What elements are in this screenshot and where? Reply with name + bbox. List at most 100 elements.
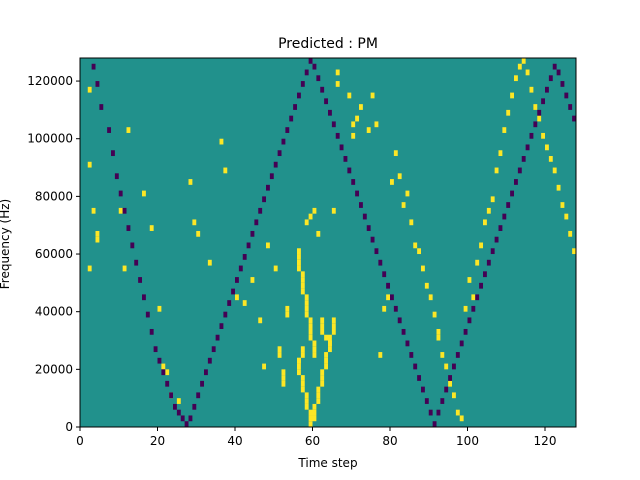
heatmap-cell-low xyxy=(176,409,181,416)
heatmap-cell-high xyxy=(471,294,476,301)
heatmap-cell-high xyxy=(258,317,263,324)
plot-frame xyxy=(79,57,577,428)
heatmap-cell-high xyxy=(444,363,449,370)
heatmap-cell-low xyxy=(335,132,340,139)
heatmap-cell-high xyxy=(552,167,557,174)
axes: 0 20 40 60 80 100 120 0 20000 40000 60000 80000 1000… xyxy=(27,57,577,448)
heatmap-cell-high xyxy=(568,230,573,237)
heatmap-cell-high xyxy=(87,86,92,93)
heatmap-cell-high xyxy=(324,363,329,370)
heatmap-cell-high xyxy=(459,415,464,422)
heatmap-cell-high xyxy=(432,311,437,318)
heatmap-cell-low xyxy=(211,346,216,353)
heatmap-cell-low xyxy=(548,75,553,82)
heatmap-cell-high xyxy=(316,398,321,404)
heatmap-cell-low xyxy=(428,409,433,416)
heatmap-cell-high xyxy=(281,375,286,381)
heatmap-cell-high xyxy=(300,346,305,353)
heatmap-cell-low xyxy=(118,190,123,197)
heatmap-cell-low xyxy=(382,271,387,278)
heatmap-cell-low xyxy=(99,104,104,110)
y-axis-label: Frequency (Hz) xyxy=(0,199,12,290)
heatmap-cell-high xyxy=(95,236,100,243)
heatmap-cell-high xyxy=(382,305,387,312)
heatmap-cell-high xyxy=(393,150,398,157)
heatmap-cell-high xyxy=(262,363,267,370)
heatmap-cell-high xyxy=(118,207,123,214)
heatmap-cell-high xyxy=(300,375,305,381)
heatmap-cell-low xyxy=(149,328,154,335)
heatmap-cell-high xyxy=(316,386,321,393)
heatmap-cell-low xyxy=(95,81,100,87)
y-tick-label: 100000 xyxy=(27,132,73,146)
heatmap-cell-high xyxy=(548,156,553,162)
heatmap-cell-low xyxy=(514,179,518,185)
heatmap-cell-high xyxy=(300,277,305,283)
heatmap-cell-high xyxy=(308,415,313,422)
heatmap-cell-high xyxy=(448,380,453,387)
heatmap-cell-high xyxy=(149,225,154,231)
heatmap-cell-low xyxy=(114,173,119,180)
x-tick-label: 80 xyxy=(382,434,397,448)
heatmap-cell-high xyxy=(308,409,313,416)
heatmap-cell-high xyxy=(192,219,197,226)
heatmap-cell-high xyxy=(374,121,379,128)
heatmap-cell-high xyxy=(514,75,518,82)
heatmap-cell-low xyxy=(111,150,115,157)
heatmap-cell-high xyxy=(506,109,511,116)
heatmap-cell-high xyxy=(308,323,313,329)
heatmap-cell-low xyxy=(417,375,422,381)
heatmap-cell-high xyxy=(235,294,239,301)
heatmap-cell-low xyxy=(359,202,363,208)
heatmap-cell-high xyxy=(417,248,422,255)
heatmap-cell-high xyxy=(304,398,309,404)
heatmap-cell-high xyxy=(533,104,538,110)
heatmap-cell-high xyxy=(304,294,309,301)
x-tick-label: 0 xyxy=(76,434,84,448)
heatmap-cell-high xyxy=(328,346,332,353)
heatmap-cell-low xyxy=(169,392,174,399)
heatmap-cell-high xyxy=(328,334,332,341)
heatmap-cell-high xyxy=(483,219,487,226)
heatmap-cell-high xyxy=(370,92,375,99)
heatmap-cell-high xyxy=(564,213,569,220)
heatmap-cell-low xyxy=(339,144,344,151)
heatmap-cell-high xyxy=(304,403,309,410)
heatmap-cell-low xyxy=(483,271,487,278)
x-tick-label: 40 xyxy=(227,434,242,448)
heatmap-cell-low xyxy=(262,196,267,203)
heatmap-cell-high xyxy=(331,207,336,214)
heatmap-cell-low xyxy=(242,254,247,260)
heatmap-cell-low xyxy=(134,259,139,266)
heatmap-cell-low xyxy=(331,121,336,128)
heatmap-cell-high xyxy=(397,173,402,180)
heatmap-cell-low xyxy=(479,282,484,289)
heatmap-cell-high xyxy=(300,288,305,295)
heatmap-cell-high xyxy=(308,213,313,220)
heatmap-cell-low xyxy=(219,323,224,329)
heatmap-cell-high xyxy=(467,277,472,283)
heatmap-cell-low xyxy=(568,104,573,110)
heatmap-cell-high xyxy=(401,202,406,208)
heatmap-cell-high xyxy=(285,305,290,312)
heatmap-cell-high xyxy=(320,328,325,335)
heatmap-cell-low xyxy=(196,392,201,399)
heatmap-cell-low xyxy=(529,132,534,139)
heatmap-cell-low xyxy=(254,219,259,226)
heatmap-cell-low xyxy=(572,115,577,122)
heatmap-cell-low xyxy=(269,173,274,180)
y-tick-label: 0 xyxy=(65,420,73,434)
heatmap-cell-high xyxy=(312,409,317,416)
heatmap-cell-low xyxy=(235,277,239,283)
heatmap-cell-low xyxy=(421,386,425,393)
heatmap-cell-low xyxy=(490,248,495,255)
heatmap-cell-high xyxy=(502,127,507,133)
heatmap-cell-low xyxy=(138,277,143,283)
heatmap-cell-low xyxy=(494,236,499,243)
heatmap-cell-low xyxy=(107,127,112,133)
plot-area xyxy=(80,58,577,427)
heatmap-cell-high xyxy=(297,254,301,260)
heatmap-cell-low xyxy=(285,127,290,133)
heatmap-cell-low xyxy=(541,98,546,105)
